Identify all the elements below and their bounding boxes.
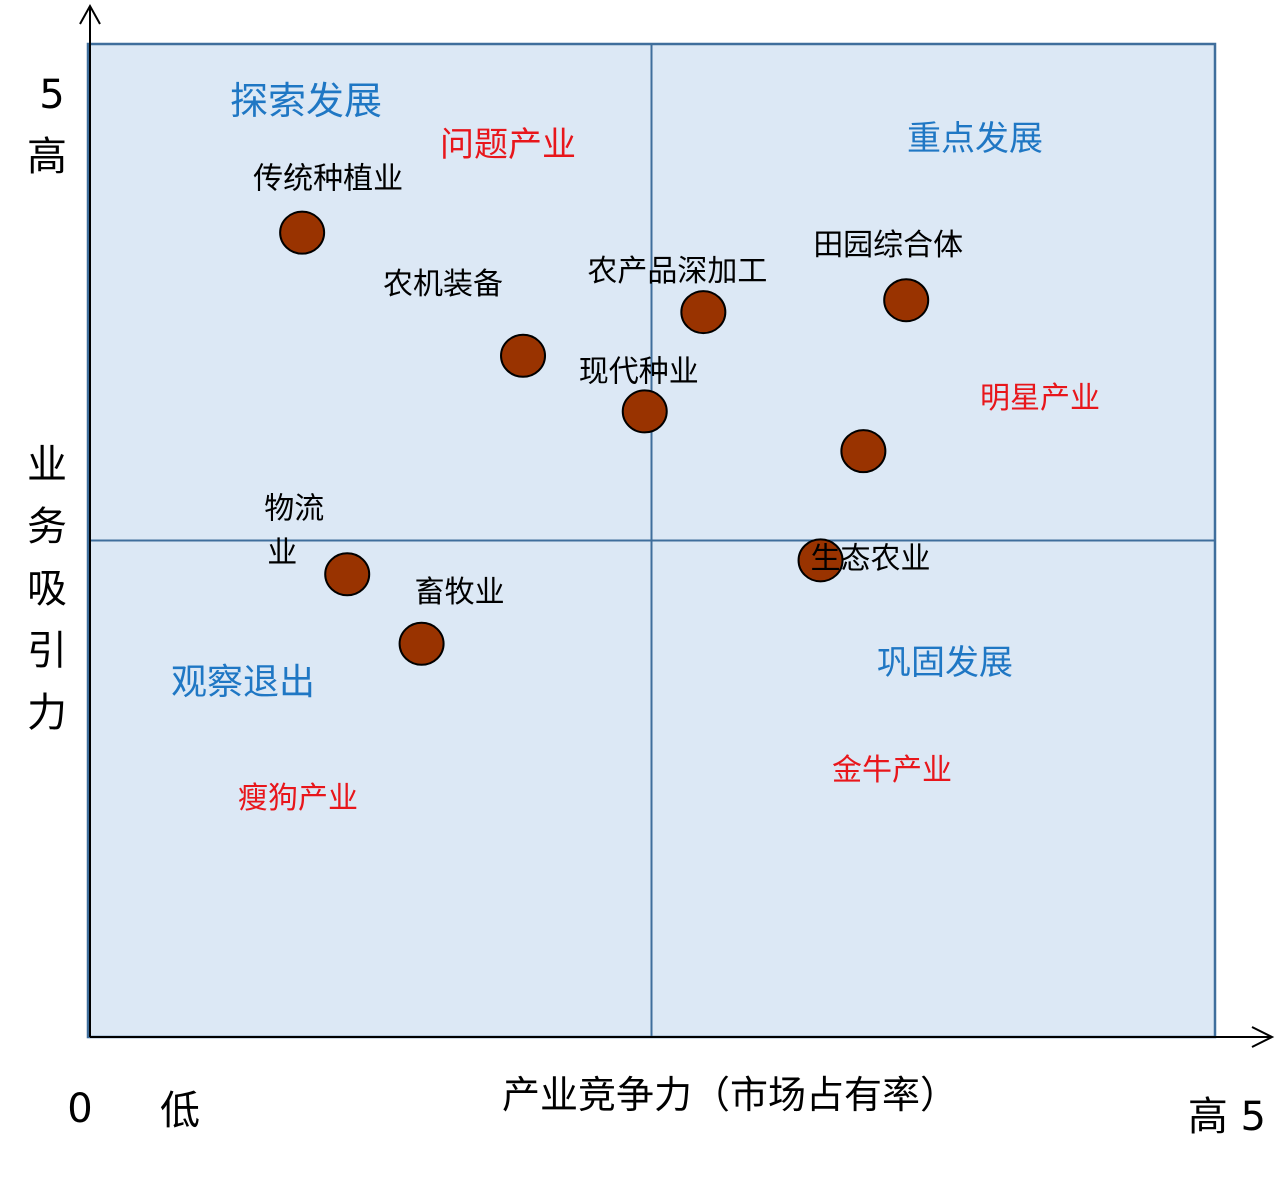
y-axis-arrow xyxy=(79,3,101,25)
y-top-value: 5 xyxy=(39,72,64,118)
point-label-9: 畜牧业 xyxy=(415,575,505,610)
x-axis-title: 产业竞争力（市场占有率） xyxy=(502,1073,958,1117)
data-points xyxy=(279,210,930,666)
data-point-6 xyxy=(840,429,887,474)
point-label-7: 物流业 xyxy=(264,491,324,570)
data-point-5 xyxy=(621,389,668,434)
y-top-label: 高 xyxy=(27,134,67,180)
data-point-9 xyxy=(398,621,445,666)
quadrant-top-left-strategy: 探索发展 xyxy=(230,79,382,123)
data-point-4 xyxy=(883,278,930,323)
data-point-3 xyxy=(680,290,727,335)
axes xyxy=(79,3,1275,1048)
plot-frame xyxy=(86,42,1217,1039)
point-label-2: 农机装备 xyxy=(383,267,503,302)
quadrant-bottom-right-type: 金牛产业 xyxy=(832,753,952,788)
x-origin-label: 0 xyxy=(67,1086,92,1132)
data-point-2 xyxy=(500,333,547,378)
point-label-1: 传统种植业 xyxy=(253,162,403,197)
point-label-5: 现代种业 xyxy=(579,354,699,389)
point-label-3: 农产品深加工 xyxy=(587,254,767,289)
data-point-8 xyxy=(797,538,844,583)
data-point-1 xyxy=(279,210,326,255)
y-axis-title: 业务吸引力 xyxy=(27,442,67,736)
quadrant-bottom-right-strategy: 巩固发展 xyxy=(877,643,1013,683)
point-labels: 传统种植业农机装备 农产品深加工 田园综合体现代种业物流业生态农业畜牧业 xyxy=(253,162,963,610)
point-label-8: 生态农业 xyxy=(811,541,931,576)
quadrant-top-right-type: 明星产业 xyxy=(980,381,1100,416)
x-low-label: 低 xyxy=(160,1088,200,1134)
point-label-4: 田园综合体 xyxy=(813,228,963,263)
x-axis-arrow xyxy=(1251,1026,1275,1048)
x-high-label: 高 5 xyxy=(1188,1094,1266,1140)
quadrant-bottom-left-strategy: 观察退出 xyxy=(171,662,315,703)
data-point-7 xyxy=(324,552,371,597)
quadrant-bottom-left-type: 瘦狗产业 xyxy=(238,781,358,816)
quadrant-top-left-type: 问题产业 xyxy=(440,125,576,165)
quadrant-top-right-strategy: 重点发展 xyxy=(907,119,1043,159)
